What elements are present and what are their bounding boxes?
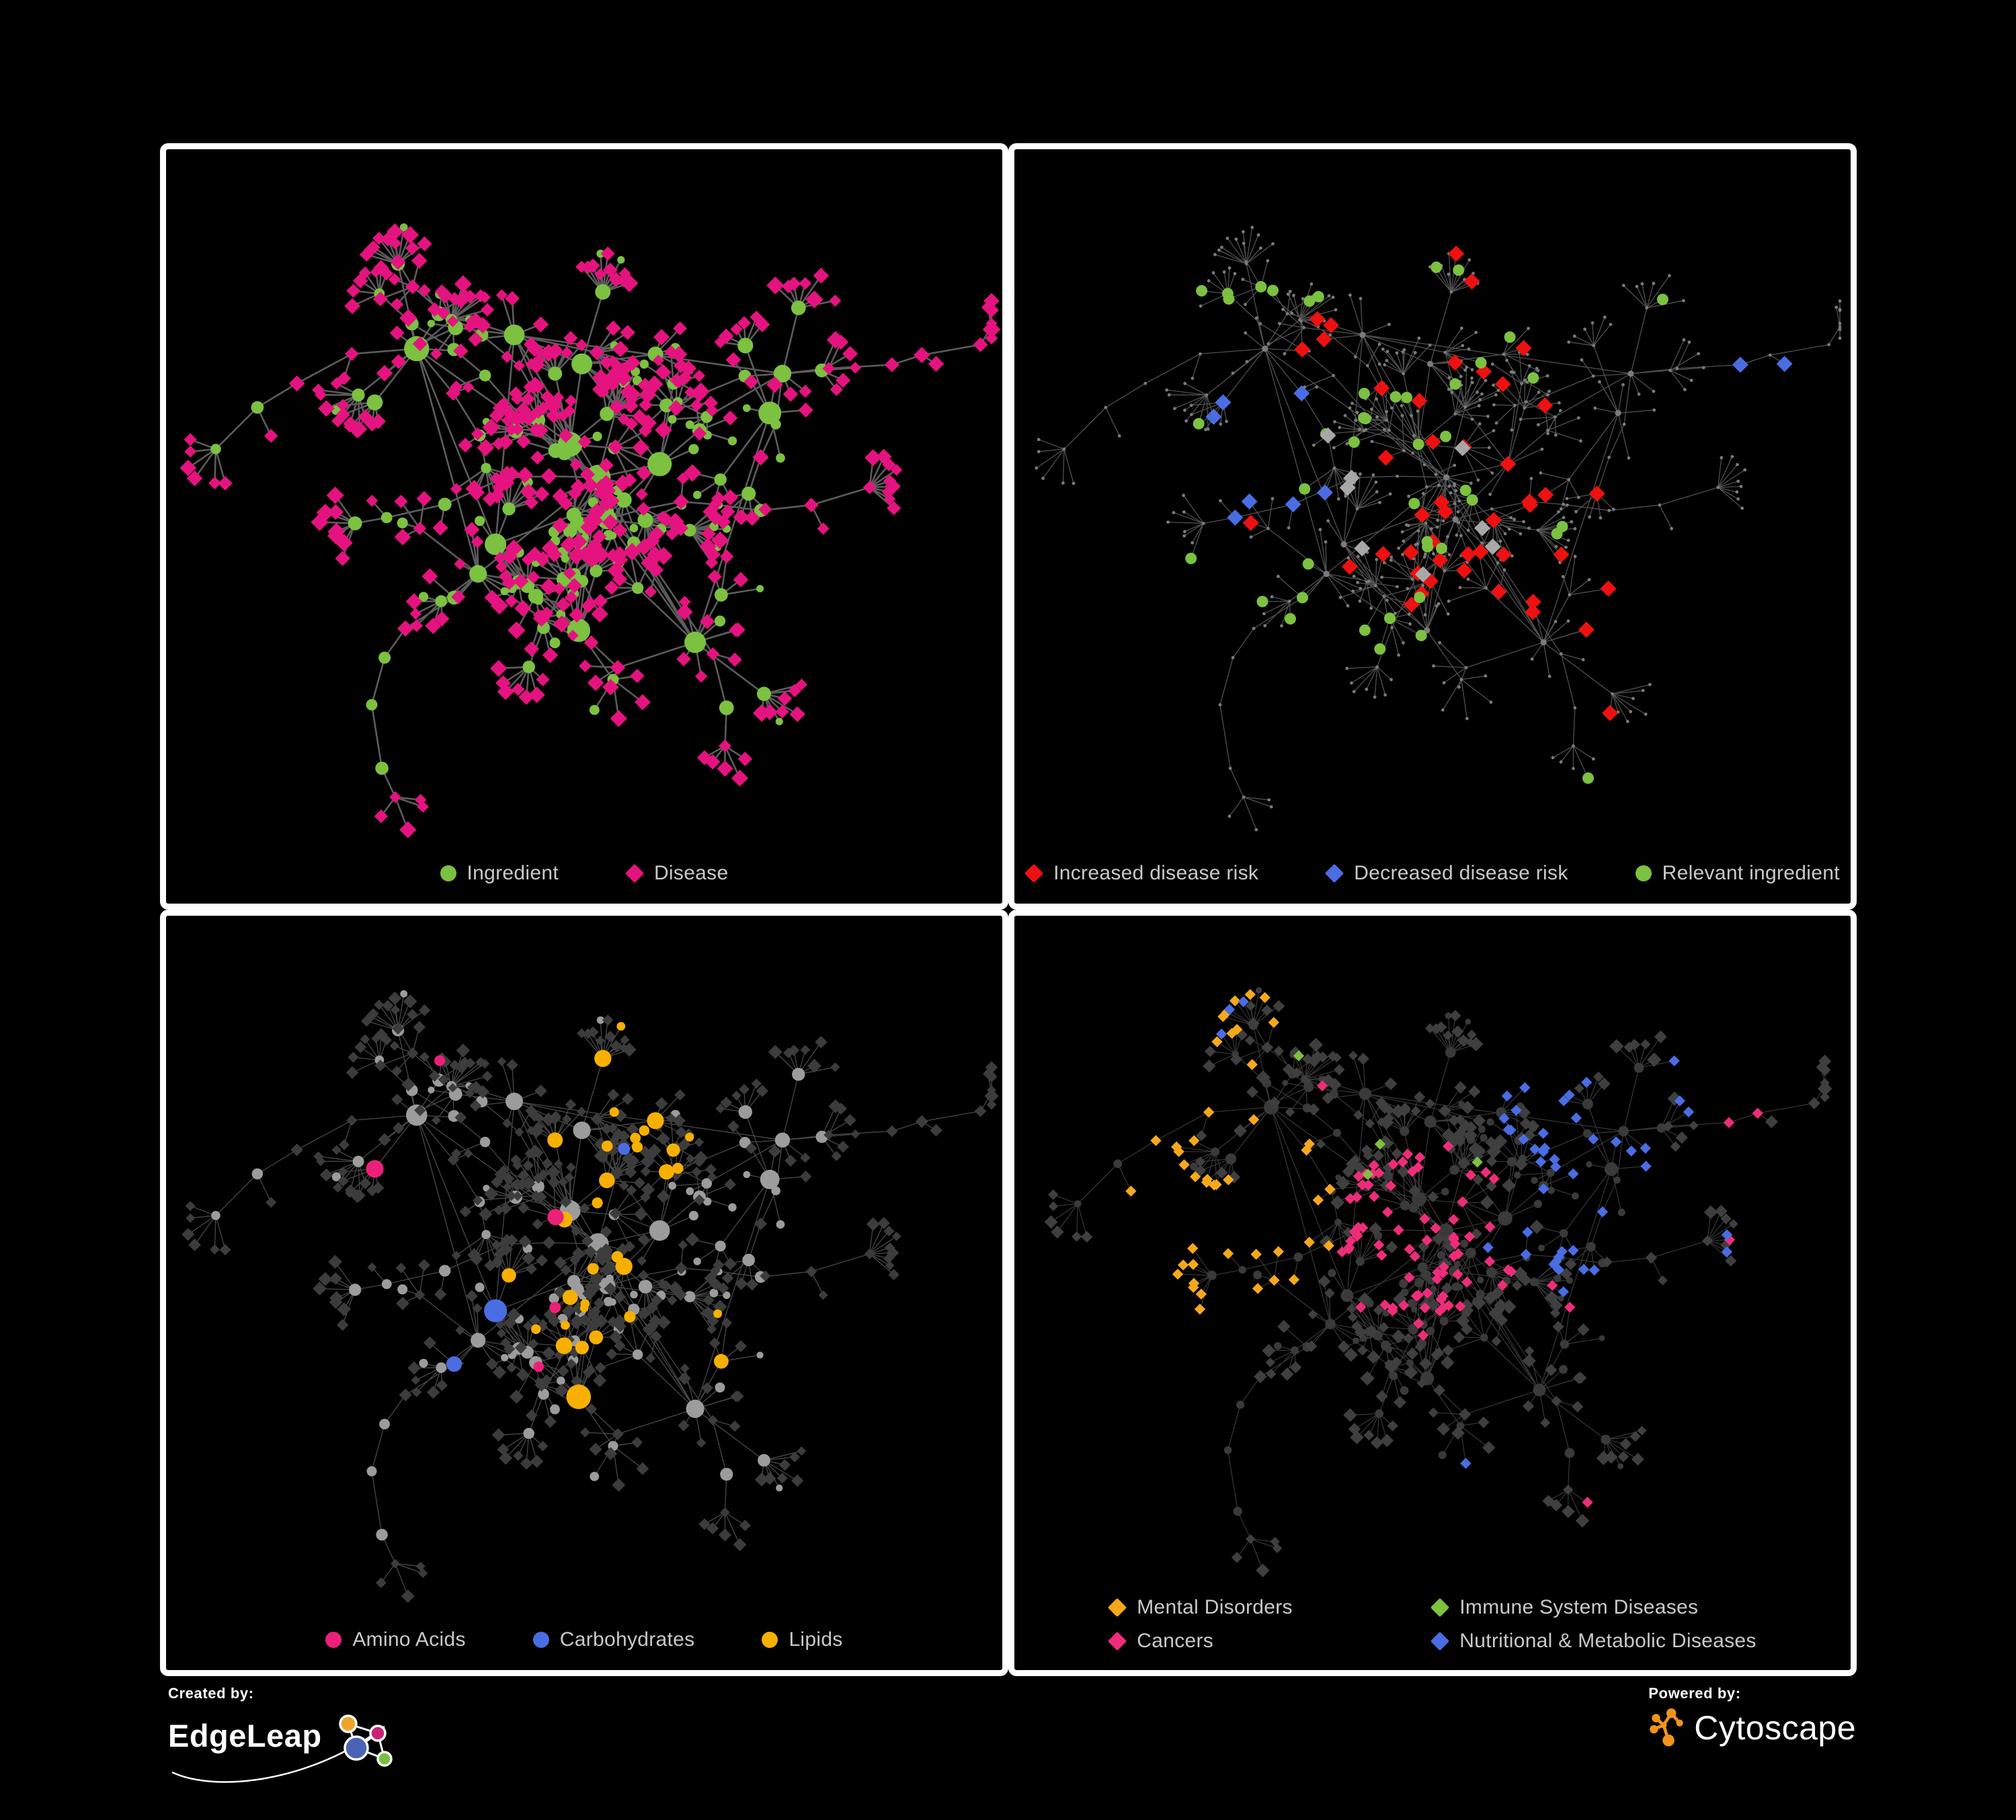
legend-item-decreased-disease-risk: Decreased disease risk [1325, 862, 1568, 885]
network-disease-risk [1035, 225, 1842, 832]
network-nutrient-classes [182, 990, 999, 1603]
edges-layer [1036, 227, 1841, 830]
highlight-nodes-2 [1185, 262, 1668, 784]
legend-ingredient-disease: Ingredient Disease [166, 843, 1002, 904]
legend-label: Ingredient [467, 862, 559, 884]
network-disease-classes [1044, 987, 1832, 1578]
legend-disease-classes: Mental Disorders Immune System Diseases Ca… [1014, 1583, 1851, 1670]
panel-ingredient-disease: Ingredient Disease [160, 143, 1008, 910]
legend-label: Cancers [1137, 1630, 1214, 1652]
legend-disease-risk: Increased disease risk Decreased disease … [1014, 843, 1851, 904]
legend-label: Decreased disease risk [1354, 862, 1568, 884]
legend-label: Relevant ingredient [1662, 862, 1840, 884]
network-ingredient-disease [179, 223, 1001, 838]
edgeleap-logo: EdgeLeap [168, 1706, 410, 1801]
legend-item-amino-acids: Amino Acids [325, 1628, 465, 1651]
legend-item-carbohydrates: Carbohydrates [532, 1628, 695, 1651]
edgeleap-magenta-node [369, 1725, 387, 1742]
legend-diamond-marker [1325, 863, 1344, 883]
legend-label: Immune System Diseases [1459, 1596, 1699, 1618]
legend-diamond-marker [1430, 1597, 1450, 1618]
legend-diamond-marker [1430, 1631, 1450, 1651]
legend-label: Disease [653, 862, 729, 884]
legend-circle-marker [440, 865, 456, 881]
created-by-label: Created by: [168, 1685, 254, 1702]
edgeleap-credit: Created by: EdgeLeap [168, 1685, 410, 1801]
highlight-nodes-1 [446, 1143, 631, 1372]
highlight-nodes-3 [1320, 427, 1501, 583]
legend-item-cancers: Cancers [1108, 1630, 1431, 1653]
legend-diamond-marker [1108, 1597, 1127, 1618]
edgeleap-green-node [376, 1751, 393, 1767]
legend-circle-marker [762, 1632, 778, 1648]
legend-diamond-marker [624, 863, 645, 883]
legend-item-nutritional-metabolic-diseases: Nutritional & Metabolic Diseases [1430, 1630, 1757, 1653]
edgeleap-blue-node [344, 1735, 369, 1761]
legend-nutrient-classes: Amino Acids Carbohydrates Lipids [166, 1610, 1002, 1670]
base-node-dots [1035, 225, 1842, 832]
cytoscape-logo-icon [1650, 1708, 1684, 1747]
legend-label: Amino Acids [352, 1628, 466, 1651]
highlight-nodes-2 [366, 1055, 564, 1372]
legend-item-lipids: Lipids [762, 1628, 842, 1651]
edgeleap-logo-icon [171, 1714, 393, 1783]
legend-label: Mental Disorders [1137, 1596, 1293, 1618]
legend-diamond-marker [1108, 1631, 1127, 1651]
legend-item-disease: Disease [624, 862, 729, 885]
panel-disease-risk: Increased disease risk Decreased disease … [1008, 143, 1857, 910]
disease-nodes [1044, 1000, 1832, 1578]
legend-item-relevant-ingredient: Relevant ingredient [1635, 862, 1840, 885]
panel-disease-classes: Mental Disorders Immune System Diseases Ca… [1008, 910, 1857, 1676]
disease-nodes [179, 223, 1001, 838]
legend-item-ingredient: Ingredient [440, 862, 559, 885]
cytoscape-credit: Powered by: [1648, 1685, 1856, 1748]
cytoscape-brand: Cytoscape [1694, 1709, 1856, 1747]
legend-circle-marker [325, 1632, 342, 1648]
legend-label: Lipids [789, 1628, 843, 1651]
legend-item-mental-disorders: Mental Disorders [1108, 1596, 1431, 1619]
panel-grid: Ingredient Disease Increased disease risk… [160, 143, 1857, 1676]
legend-label: Nutritional & Metabolic Diseases [1459, 1630, 1757, 1652]
panel-nutrient-classes: Amino Acids Carbohydrates Lipids [160, 910, 1008, 1676]
footer: Created by: EdgeLeap [168, 1685, 1856, 1801]
ingredient-nodes [1074, 987, 1666, 1516]
legend-label: Increased disease risk [1053, 862, 1259, 884]
edgeleap-brand: EdgeLeap [168, 1718, 322, 1753]
legend-label: Carbohydrates [559, 1628, 695, 1651]
legend-item-increased-disease-risk: Increased disease risk [1024, 862, 1259, 885]
legend-diamond-marker [1024, 863, 1044, 883]
powered-by-label: Powered by: [1648, 1685, 1741, 1702]
legend-item-immune-system-diseases: Immune System Diseases [1430, 1596, 1756, 1619]
legend-circle-marker [532, 1632, 549, 1648]
edgeleap-orange-node [339, 1714, 358, 1733]
legend-circle-marker [1635, 865, 1652, 881]
disease-nodes [182, 991, 999, 1603]
highlight-nodes-0 [1125, 989, 1336, 1315]
